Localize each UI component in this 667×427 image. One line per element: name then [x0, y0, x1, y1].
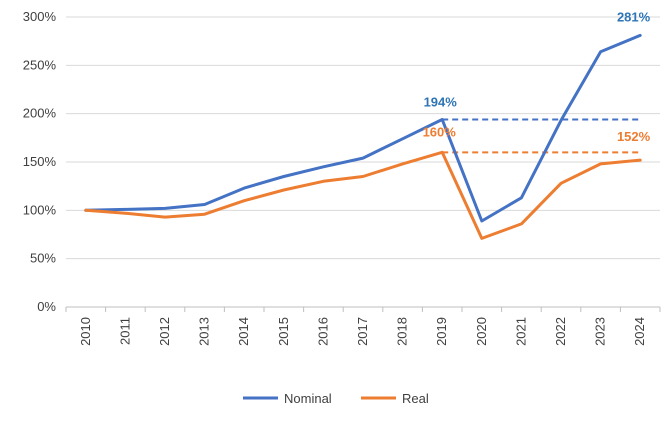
data-labels: 194% 160% 281% 152% [423, 9, 651, 144]
x-tick-label: 2013 [197, 317, 212, 346]
y-tick-label: 50% [30, 251, 56, 266]
reference-lines [442, 118, 643, 154]
x-tick-label: 2012 [157, 317, 172, 346]
x-tick-label: 2016 [315, 317, 330, 346]
x-tick-label: 2015 [276, 317, 291, 346]
x-tick-label: 2014 [236, 317, 251, 346]
y-tick-label: 100% [23, 202, 57, 217]
x-tick-label: 2021 [513, 317, 528, 346]
x-tick-label: 2011 [117, 317, 132, 345]
y-tick-label: 0% [37, 299, 56, 314]
data-label-real-2019: 160% [423, 124, 457, 139]
series-line-real [84, 150, 642, 240]
x-tick-label: 2020 [474, 317, 489, 346]
legend-label: Nominal [284, 391, 332, 406]
x-tick-label: 2010 [78, 317, 93, 346]
gridlines [66, 16, 660, 308]
legend-label: Real [402, 391, 429, 406]
series-line-nominal [84, 33, 642, 223]
y-tick-label: 250% [23, 57, 57, 72]
data-label-nominal-2024: 281% [617, 9, 651, 24]
legend-item-real: Real [361, 391, 429, 406]
legend-item-nominal: Nominal [243, 391, 332, 406]
x-axis: 2010 2011 2012 2013 2014 2015 2016 2017 2018 2019… [65, 306, 661, 346]
x-tick-label: 2017 [355, 317, 370, 346]
x-tick-label: 2018 [395, 317, 410, 346]
legend: Nominal Real [243, 391, 429, 406]
x-tick-label: 2023 [593, 317, 608, 346]
data-label-nominal-2019: 194% [424, 94, 458, 109]
y-tick-label: 150% [23, 154, 57, 169]
x-tick-label: 2019 [434, 317, 449, 346]
series-lines [84, 33, 642, 240]
x-tick-label: 2024 [632, 317, 647, 346]
data-label-real-2024: 152% [617, 129, 651, 144]
y-axis: 0% 50% 100% 150% 200% 250% 300% [23, 9, 57, 314]
y-tick-label: 300% [23, 9, 57, 24]
y-tick-label: 200% [23, 106, 57, 121]
x-tick-label: 2022 [553, 317, 568, 346]
